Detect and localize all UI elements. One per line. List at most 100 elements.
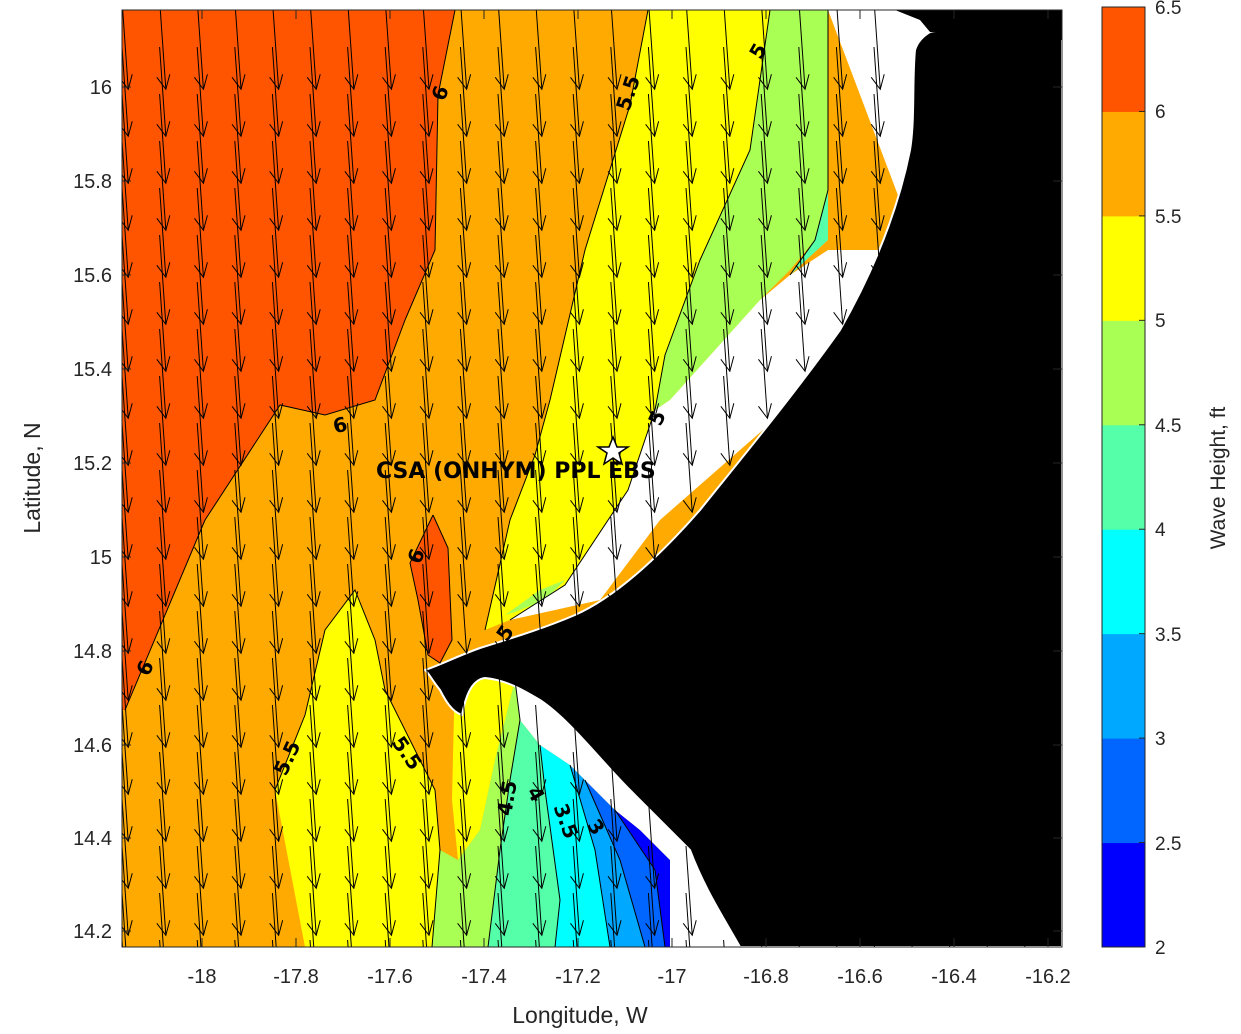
wave-arrow	[382, 10, 396, 91]
wave-arrow	[532, 751, 547, 843]
colorbar-swatch	[1102, 320, 1145, 426]
y-ticks	[122, 86, 1062, 932]
colorbar-tick-label: 3.5	[1155, 625, 1181, 646]
band-2-2.5-south	[615, 810, 670, 947]
station-label: CSA (ONHYM) PPL EBS	[376, 459, 656, 484]
wave-arrow	[494, 657, 509, 749]
wave-arrow	[570, 845, 584, 937]
wave-arrow	[682, 93, 697, 185]
wave-arrow	[382, 516, 396, 608]
wave-arrow	[758, 187, 772, 279]
wave-arrow	[758, 46, 772, 138]
wave-arrow	[535, 892, 540, 947]
wave-arrow	[344, 281, 359, 373]
wave-arrow	[422, 939, 424, 947]
wave-arrow	[306, 234, 321, 326]
wave-arrow	[795, 93, 810, 185]
colorbar-tick-label: 2.5	[1155, 834, 1181, 855]
wave-arrow	[156, 798, 171, 890]
wave-arrow	[833, 46, 848, 138]
wave-arrow	[306, 422, 321, 514]
colorbar-swatch	[1102, 529, 1145, 635]
wave-arrow	[159, 939, 161, 947]
wave-arrow	[384, 892, 390, 947]
wave-arrow	[647, 892, 653, 947]
wave-arrow	[645, 281, 660, 373]
band-6-6.5-north	[122, 10, 455, 710]
wave-arrow	[194, 328, 208, 420]
wave-arrow	[572, 892, 578, 947]
band-3-3.5-south	[570, 765, 645, 947]
wave-arrow	[156, 845, 171, 937]
wave-arrow	[269, 798, 284, 890]
band-3.5-4-south	[540, 745, 610, 947]
wave-arrow	[459, 892, 465, 947]
wave-arrow	[607, 46, 622, 138]
wave-arrow	[685, 892, 691, 947]
wave-arrow	[833, 10, 848, 91]
colorbar-swatch	[1102, 424, 1145, 530]
wave-arrow	[419, 328, 434, 420]
wave-arrow	[607, 845, 622, 937]
x-tick-label: -16.4	[931, 966, 977, 988]
x-ticks	[201, 10, 1049, 947]
wave-arrow	[457, 93, 472, 185]
wave-arrow	[419, 93, 434, 185]
y-tick-label: 14.8	[73, 641, 112, 663]
wave-arrow	[570, 516, 584, 608]
wave-arrow	[194, 751, 208, 843]
wave-arrow	[532, 187, 547, 279]
wave-arrow	[382, 563, 396, 655]
wave-arrow	[607, 798, 622, 890]
wave-arrow	[833, 140, 848, 232]
wave-arrow	[269, 187, 284, 279]
wave-arrow	[156, 93, 171, 185]
wave-arrow	[758, 93, 772, 185]
wave-arrow	[419, 140, 434, 232]
wave-arrow	[682, 375, 697, 467]
wave-arrow	[156, 140, 171, 232]
wave-arrow	[494, 234, 509, 326]
wave-arrow	[306, 10, 321, 91]
wave-arrow	[795, 10, 810, 91]
wave-arrow	[269, 46, 284, 138]
wave-arrow	[795, 46, 810, 138]
wave-arrow	[382, 610, 396, 702]
wave-arrow	[382, 281, 396, 373]
wave-arrow	[457, 657, 472, 749]
wave-arrow	[607, 234, 622, 326]
wave-arrow	[194, 234, 208, 326]
wave-arrow	[231, 10, 246, 91]
wave-arrow	[645, 93, 660, 185]
wave-arrow	[457, 563, 472, 655]
wave-arrow	[194, 140, 208, 232]
y-tick-label: 14.2	[73, 921, 112, 943]
wave-arrow	[833, 93, 848, 185]
wave-arrow	[156, 187, 171, 279]
wave-arrow	[271, 892, 277, 947]
wave-arrow	[494, 10, 509, 91]
wave-arrow	[494, 845, 509, 937]
colorbar-tick-label: 5.5	[1155, 207, 1181, 228]
wave-arrow	[194, 516, 208, 608]
colorbar-swatch	[1102, 111, 1145, 217]
wave-arrow	[532, 93, 547, 185]
wave-arrow	[419, 10, 434, 91]
wave-arrow	[494, 516, 509, 608]
wave-arrow	[344, 234, 359, 326]
wave-arrow	[419, 798, 434, 890]
wave-arrow	[269, 281, 284, 373]
wave-arrow	[231, 563, 246, 655]
band-4.5-5-north	[655, 10, 828, 410]
x-tick-labels: -18 -17.8 -17.6 -17.4 -17.2 -17 -16.8 -1…	[188, 966, 1071, 988]
wave-arrow	[306, 798, 321, 890]
colorbar-tick-label: 3	[1155, 729, 1166, 750]
wave-arrow	[344, 328, 359, 420]
colorbar: 2 2.5 3 3.5 4 4.5 5 5.5 6 6.5 Wave Heigh…	[1101, 0, 1230, 959]
wave-arrow	[306, 751, 321, 843]
wave-arrow	[269, 610, 284, 702]
y-tick-label: 15.8	[73, 171, 112, 193]
colorbar-swatch	[1102, 633, 1145, 739]
wave-arrow	[798, 939, 800, 947]
wave-arrow	[570, 798, 584, 890]
